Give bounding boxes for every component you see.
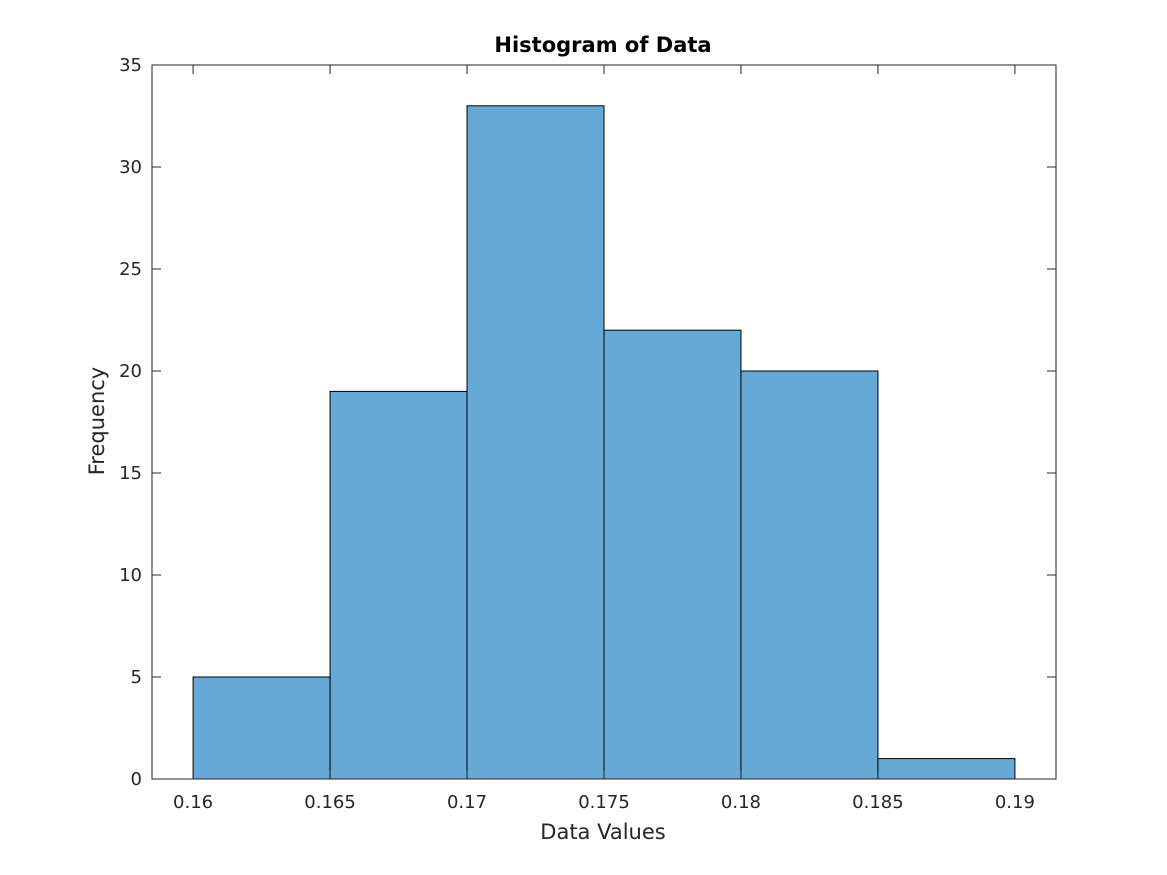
ticks-layer: 0.16 0.165 0.17 0.175 0.18 0.185 0.19 0 5 10 15 20 2… — [119, 55, 1056, 813]
histogram-bar — [192, 676, 331, 780]
x-tick-label: 0.17 — [447, 792, 487, 813]
histogram-bar — [740, 370, 879, 780]
histogram-bar — [466, 105, 605, 780]
x-axis-label: Data Values — [540, 820, 665, 844]
y-tick-label: 0 — [131, 769, 142, 790]
y-axis-label: Frequency — [85, 367, 109, 476]
y-tick-label: 35 — [119, 55, 142, 76]
x-tick-label: 0.19 — [995, 792, 1035, 813]
y-tick-label: 20 — [119, 361, 142, 382]
x-tick-label: 0.18 — [721, 792, 761, 813]
histogram-bar — [877, 758, 1016, 780]
x-tick-label: 0.165 — [304, 792, 356, 813]
y-tick-label: 25 — [119, 259, 142, 280]
x-tick-label: 0.185 — [852, 792, 904, 813]
y-tick-label: 10 — [119, 565, 142, 586]
x-tick-label: 0.16 — [173, 792, 213, 813]
histogram-bar — [603, 329, 742, 780]
x-tick-label: 0.175 — [578, 792, 630, 813]
bars-layer — [192, 105, 1016, 780]
y-tick-label: 5 — [131, 667, 142, 688]
y-tick-label: 30 — [119, 157, 142, 178]
chart-title: Histogram of Data — [494, 33, 711, 57]
histogram-bar — [329, 390, 468, 780]
y-tick-label: 15 — [119, 463, 142, 484]
